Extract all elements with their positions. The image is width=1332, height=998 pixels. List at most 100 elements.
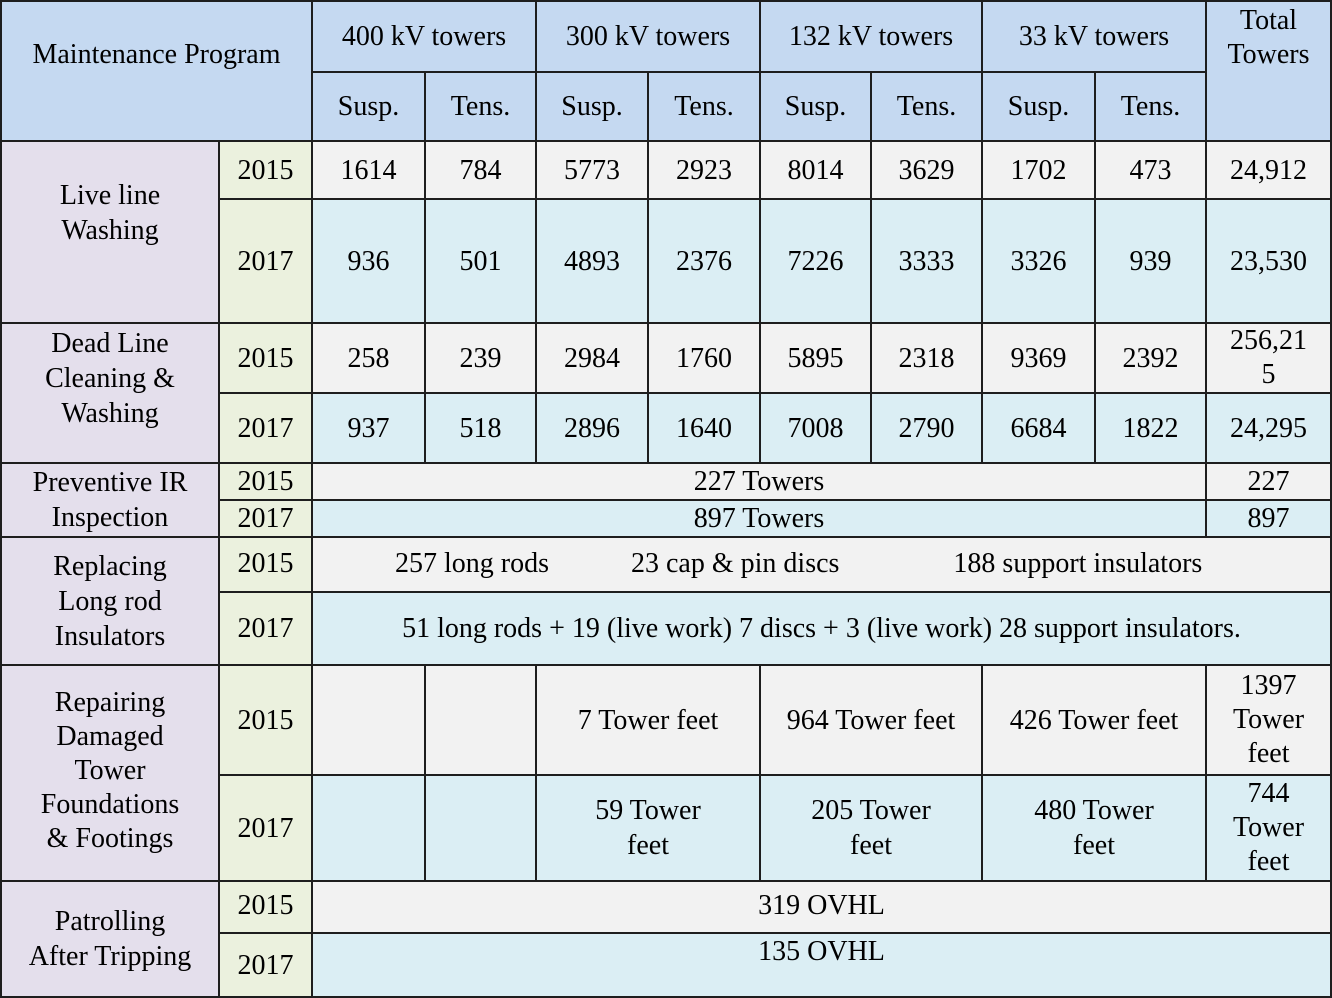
label-line: & Footings: [46, 823, 174, 854]
value-cell: 1702: [981, 140, 1096, 200]
tower-feet-300kv: 7 Tower feet: [535, 664, 761, 776]
year-cell: 2017: [218, 392, 313, 464]
total-line: 1397: [1240, 670, 1297, 701]
table-row: 2017 51 long rods + 19 (live work) 7 dis…: [1, 591, 1332, 666]
tower-feet-132kv: 964 Tower feet: [759, 664, 983, 776]
label-line: Damaged: [56, 721, 164, 752]
table-row: Dead Line Cleaning & Washing 2015 258 23…: [0, 322, 1332, 464]
program-label-ir: Preventive IR Inspection: [0, 462, 220, 538]
value-cell: 6684: [981, 392, 1096, 464]
value-cell: 9369: [981, 322, 1096, 394]
total-cell: 24,295: [1205, 392, 1332, 464]
total-cell: 897: [1205, 499, 1332, 538]
value-cell: 784: [424, 140, 537, 200]
value-cell: 1760: [647, 322, 761, 394]
table-row: Live line Washing 2015 1614 784 5773 292…: [0, 140, 1332, 324]
value-cell: 3629: [870, 140, 983, 200]
value-cell: 8014: [759, 140, 872, 200]
total-line: 256,21: [1230, 325, 1307, 356]
total-cell: 227: [1205, 462, 1332, 501]
header-33kv: 33 kV towers: [981, 0, 1207, 73]
header-row-1: Maintenance Program 400 kV towers 300 kV…: [0, 0, 1332, 142]
value-cell: 1822: [1094, 392, 1207, 464]
value-cell: 473: [1094, 140, 1207, 200]
sub-header-tens: Tens.: [647, 71, 761, 142]
program-header: Maintenance Program: [0, 0, 313, 142]
header-row-2: Susp. Tens. Susp. Tens. Susp. Tens. Susp…: [1, 71, 1331, 142]
total-line: feet: [1247, 846, 1290, 877]
table-row: Replacing Long rod Insulators 2015 257 l…: [0, 536, 1332, 666]
value-cell: 5773: [535, 140, 649, 200]
year-cell: 2017: [218, 932, 313, 998]
table-row: Patrolling After Tripping 2015 319 OVHL: [0, 880, 1332, 998]
merged-value-cell: 227 Towers: [311, 462, 1207, 501]
label-line: Washing: [61, 215, 159, 246]
table-row: Repairing Damaged Tower Foundations & Fo…: [0, 664, 1332, 882]
program-label-live-washing: Live line Washing: [0, 140, 220, 324]
year-cell: 2017: [218, 499, 313, 538]
header-132kv: 132 kV towers: [759, 0, 983, 73]
label-line: Repairing: [54, 687, 166, 718]
sub-header-tens: Tens.: [870, 71, 983, 142]
total-header-line1: Total: [1239, 5, 1298, 36]
value-cell: 518: [424, 392, 537, 464]
value-cell: 2923: [647, 140, 761, 200]
total-cell: 24,912: [1205, 140, 1332, 200]
year-cell: 2015: [218, 880, 313, 934]
sub-header-tens: Tens.: [424, 71, 537, 142]
year-cell: 2015: [218, 140, 313, 200]
table-row: 2017 897 Towers 897: [1, 499, 1332, 538]
value-cell: 1640: [647, 392, 761, 464]
table-row: 2017 59 Tower feet 205 Tower feet 480 To…: [1, 774, 1332, 882]
label-line: Washing: [61, 398, 159, 429]
label-line: Long rod: [58, 585, 162, 617]
value-cell: 258: [311, 322, 426, 394]
total-line: Tower: [1232, 704, 1305, 735]
value-cell: 3333: [870, 198, 983, 324]
sub-header-susp: Susp.: [535, 71, 649, 142]
value-cell: 4893: [535, 198, 649, 324]
program-label-repairing: Repairing Damaged Tower Foundations & Fo…: [0, 664, 220, 882]
value-cell: 5895: [759, 322, 872, 394]
sub-header-susp: Susp.: [311, 71, 426, 142]
value-line: feet: [627, 830, 669, 861]
value-cell: 2392: [1094, 322, 1207, 394]
label-line: Foundations: [40, 789, 180, 820]
tower-feet-300kv: 59 Tower feet: [535, 774, 761, 882]
year-cell: 2015: [218, 462, 313, 501]
merged-value-cell: 257 long rods 23 cap & pin discs 188 suppo…: [311, 536, 1332, 593]
value-cell: 1614: [311, 140, 426, 200]
total-header-line2: Towers: [1227, 39, 1310, 70]
value-cell: 2896: [535, 392, 649, 464]
table-row: 2017 135 OVHL: [1, 932, 1332, 998]
label-line: Dead Line: [51, 328, 169, 359]
empty-cell: [311, 664, 426, 776]
value-cell: 3326: [981, 198, 1096, 324]
year-cell: 2017: [218, 198, 313, 324]
merged-value-cell: 51 long rods + 19 (live work) 7 discs + …: [311, 591, 1332, 666]
total-line: Tower: [1232, 812, 1305, 843]
label-line: Inspection: [51, 502, 169, 533]
program-label-dead-line: Dead Line Cleaning & Washing: [0, 322, 220, 464]
value-line: 205 Tower: [811, 795, 931, 826]
total-cell: 256,21 5: [1205, 322, 1332, 394]
long-rods-text: 257 long rods: [395, 548, 549, 579]
total-towers-header: Total Towers: [1205, 0, 1332, 142]
label-line: Patrolling: [54, 906, 166, 937]
header-300kv: 300 kV towers: [535, 0, 761, 73]
header-400kv: 400 kV towers: [311, 0, 537, 73]
sub-header-susp: Susp.: [759, 71, 872, 142]
tower-feet-33kv: 426 Tower feet: [981, 664, 1207, 776]
value-cell: 239: [424, 322, 537, 394]
label-line: Preventive IR: [32, 467, 188, 498]
value-cell: 2984: [535, 322, 649, 394]
value-line: 59 Tower: [595, 795, 701, 826]
label-line: Live line: [59, 180, 161, 211]
value-line: 480 Tower: [1034, 795, 1154, 826]
empty-cell: [424, 774, 537, 882]
value-cell: 936: [311, 198, 426, 324]
total-cell: 1397 Tower feet: [1205, 664, 1332, 776]
value-cell: 501: [424, 198, 537, 324]
total-cell: 744 Tower feet: [1205, 774, 1332, 882]
